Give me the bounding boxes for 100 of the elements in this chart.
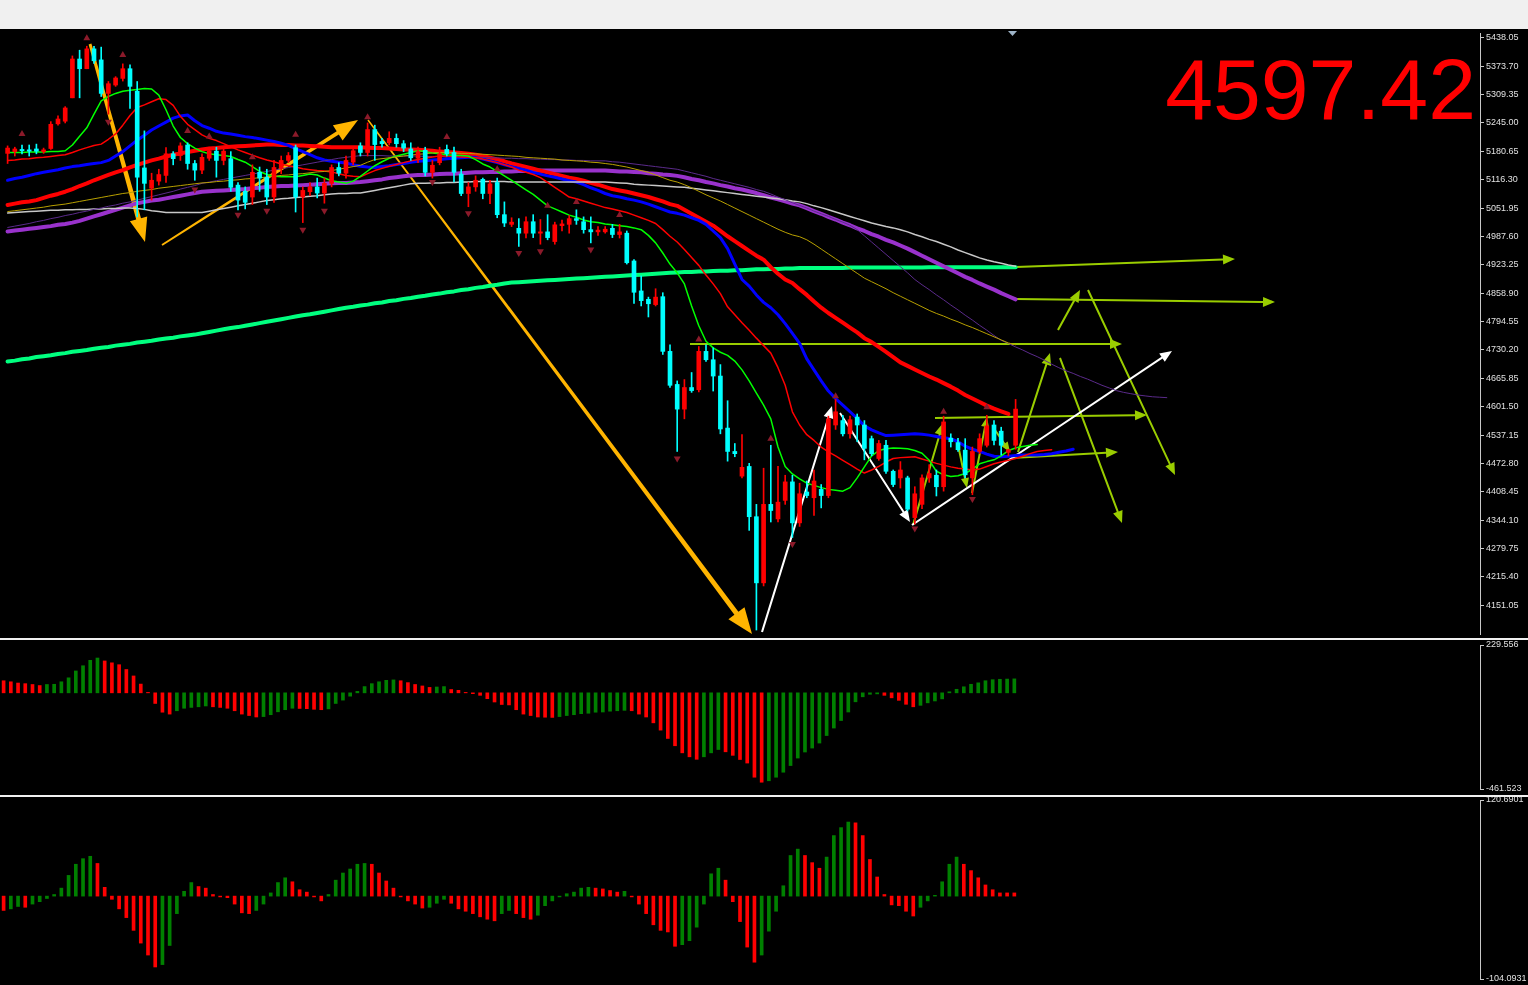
y-tick-label: 4151.05	[1486, 599, 1519, 610]
y-tick-label: 5051.95	[1486, 202, 1519, 213]
bar	[153, 692, 158, 704]
bar	[319, 895, 324, 902]
y-tick-label: 4665.85	[1486, 372, 1519, 383]
bar	[694, 895, 699, 928]
bar	[110, 662, 114, 694]
bar	[608, 890, 612, 897]
bar	[709, 873, 713, 897]
bar	[976, 877, 981, 897]
bar	[615, 692, 620, 712]
bar	[550, 692, 555, 718]
y-tick-label: 120.6901	[1486, 794, 1524, 805]
bar	[694, 692, 699, 760]
bar	[767, 895, 771, 932]
bar	[803, 855, 807, 897]
y-tick-label: 4923.25	[1486, 259, 1519, 270]
bar	[860, 692, 865, 698]
bar	[283, 877, 287, 897]
y-tick-label: 229.556	[1486, 639, 1519, 650]
bar	[579, 692, 583, 714]
bar	[709, 692, 713, 754]
bar	[413, 895, 417, 905]
bar	[832, 835, 836, 897]
bar	[745, 692, 750, 764]
bar	[305, 891, 309, 897]
bar	[637, 895, 641, 905]
bar	[175, 692, 179, 712]
bar	[810, 692, 815, 749]
bar	[767, 692, 771, 782]
y-tick-label: 4537.15	[1486, 429, 1519, 440]
bar	[637, 692, 641, 715]
bar	[9, 681, 13, 694]
bar	[153, 895, 158, 968]
bar	[23, 895, 28, 908]
bar	[961, 863, 966, 897]
bar	[218, 692, 223, 708]
y-tick-label: 5116.30	[1486, 174, 1518, 185]
point	[788, 542, 796, 549]
point	[205, 132, 213, 139]
bar	[384, 880, 389, 897]
bar	[738, 692, 742, 760]
bar	[781, 692, 786, 773]
bar	[369, 863, 374, 897]
bar	[333, 879, 338, 897]
y-tick-label: 5438.05	[1486, 32, 1519, 43]
bar	[911, 895, 916, 917]
y-tick-label: -104.0931	[1486, 973, 1527, 984]
bar	[774, 895, 778, 912]
bar	[629, 692, 634, 712]
bar	[543, 692, 547, 718]
point	[767, 434, 775, 441]
bar	[990, 679, 995, 694]
bar	[860, 835, 865, 897]
bar	[16, 895, 20, 907]
bar	[564, 692, 569, 716]
bar	[514, 895, 519, 914]
bar	[189, 692, 194, 708]
bar	[102, 660, 107, 694]
bar	[564, 893, 569, 897]
bar	[738, 895, 742, 922]
bar	[846, 821, 851, 897]
bar	[485, 692, 490, 699]
bar	[904, 895, 908, 912]
annotation: 4597.42	[1165, 41, 1476, 137]
bar	[138, 683, 143, 694]
bar	[969, 683, 973, 694]
bar	[398, 680, 403, 694]
bar	[745, 895, 750, 948]
bar	[897, 895, 901, 906]
point	[364, 113, 372, 120]
bar	[73, 863, 78, 897]
y-tick-label: 4215.40	[1486, 571, 1519, 582]
bar	[673, 895, 677, 947]
bar	[803, 692, 807, 753]
bar	[406, 682, 410, 694]
bar	[839, 692, 843, 721]
bar	[485, 895, 490, 920]
bar	[117, 895, 121, 910]
bar	[377, 681, 381, 694]
bar	[384, 680, 389, 694]
bar	[37, 685, 42, 694]
point	[184, 126, 192, 133]
bar	[615, 891, 620, 897]
bar	[499, 895, 504, 914]
bar	[644, 895, 648, 914]
bar	[138, 895, 143, 944]
bar	[998, 678, 1002, 694]
bar	[572, 891, 576, 897]
bar	[247, 692, 251, 716]
point	[536, 249, 544, 256]
bar	[969, 870, 973, 897]
bar	[579, 887, 583, 897]
bar	[341, 692, 345, 701]
bar	[550, 895, 555, 902]
bar	[897, 692, 901, 701]
bar	[536, 895, 540, 916]
bar	[601, 888, 605, 897]
bar	[449, 689, 454, 694]
bar	[73, 670, 78, 694]
